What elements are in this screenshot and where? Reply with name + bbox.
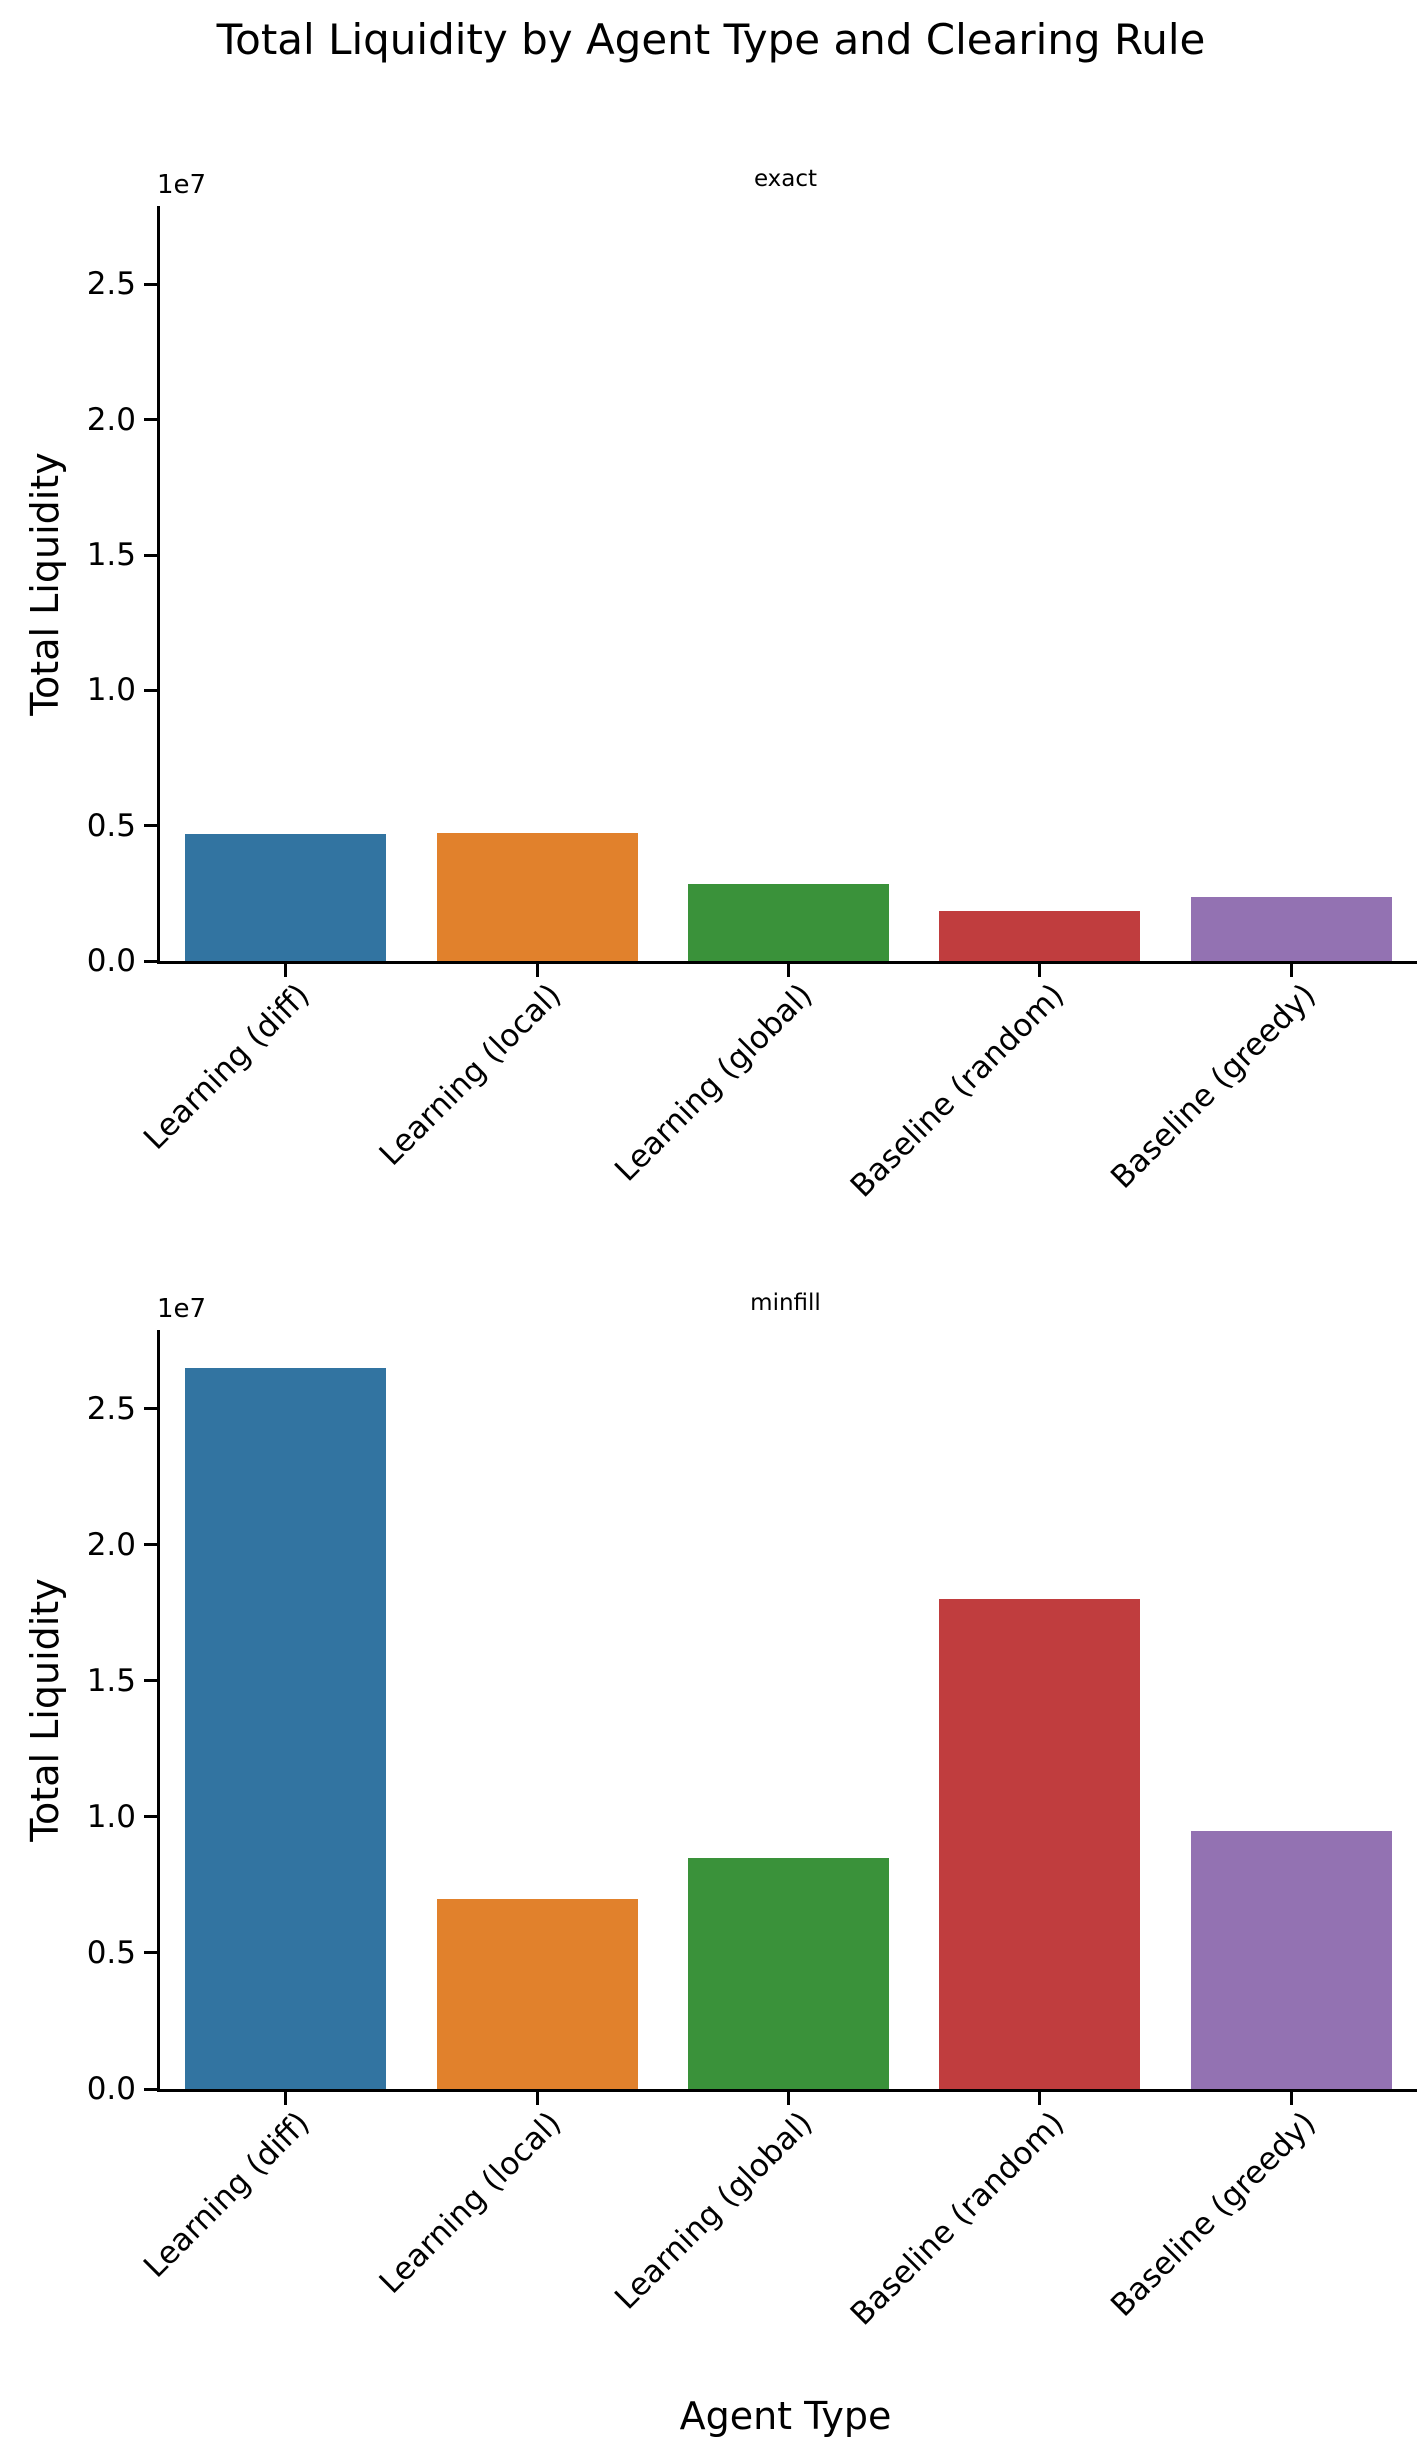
x-tick-label: Learning (diff) [137, 2105, 318, 2285]
x-tick-label: Learning (global) [608, 2105, 820, 2317]
y-tick-label: 0.0 [86, 943, 136, 979]
x-tick-mark [1038, 964, 1042, 977]
y-tick-label: 2.0 [86, 401, 136, 438]
axes-minfill: 0.0 0.5 1.0 1.5 2.0 2.5 Learning (diff) Learnin… [87, 1330, 1417, 2332]
x-axis-label: Agent Type [679, 2394, 892, 2438]
y-tick-label: 1.5 [86, 1662, 136, 1699]
x-tick-label: Baseline (greedy) [1103, 2105, 1323, 2324]
x-tick-label: Learning (global) [608, 977, 820, 1189]
x-tick-mark [1038, 2092, 1042, 2105]
bar-exact-1 [185, 833, 387, 961]
y-tick-mark [144, 824, 157, 828]
x-tick-mark [284, 2092, 288, 2105]
x-tick-label: Learning (local) [372, 977, 569, 1173]
bar-minfill-5 [1190, 1830, 1392, 2089]
x-tick-mark [787, 964, 790, 977]
x-tick-mark [284, 964, 288, 977]
y-tick-label: 2.0 [86, 1526, 136, 1563]
subplot-title-minfill: minfill [750, 1290, 821, 1316]
bar-minfill-3 [687, 1857, 890, 2089]
bar-minfill-2 [436, 1898, 638, 2089]
y-tick-label: 2.5 [86, 266, 136, 303]
subplot-title-exact: exact [753, 166, 818, 192]
x-tick-label: Learning (diff) [137, 977, 318, 1157]
y-axis-label-minfill: Total Liquidity [23, 1577, 67, 1842]
y-tick-mark [144, 1815, 157, 1819]
y-tick-label: 1.5 [86, 537, 136, 574]
y-tick-label: 0.5 [86, 807, 136, 844]
y-tick-mark [144, 282, 157, 286]
y-tick-label: 2.5 [86, 1390, 136, 1427]
x-tick-mark [787, 2092, 790, 2105]
figure-title: Total Liquidity by Agent Type and Cleari… [216, 15, 1206, 64]
y-tick-label: 0.5 [86, 1934, 136, 1971]
y-tick-mark [144, 1679, 157, 1683]
x-tick-mark [1289, 964, 1293, 977]
bar-minfill-4 [939, 1599, 1141, 2089]
bar-exact-3 [687, 883, 890, 961]
y-tick-mark [144, 959, 157, 963]
bar-minfill-1 [185, 1368, 387, 2089]
bar-exact-4 [939, 910, 1141, 961]
y-tick-label: 1.0 [86, 1798, 136, 1835]
y-tick-mark [144, 1951, 157, 1955]
x-tick-label: Baseline (random) [843, 2105, 1072, 2333]
y-axis-label-exact: Total Liquidity [23, 451, 67, 716]
y-tick-mark [144, 553, 157, 557]
y-tick-mark [144, 1543, 157, 1547]
bar-exact-2 [436, 833, 638, 961]
x-tick-label: Baseline (greedy) [1103, 977, 1323, 1196]
x-tick-label: Baseline (random) [843, 977, 1072, 1205]
y-tick-mark [144, 418, 157, 422]
y-axis-offset-label-minfill: 1e7 [157, 1294, 207, 1324]
x-tick-label: Learning (local) [372, 2105, 569, 2301]
y-tick-mark [144, 688, 157, 692]
bar-exact-5 [1190, 897, 1392, 961]
x-tick-mark [535, 2092, 539, 2105]
axes-exact: 0.0 0.5 1.0 1.5 2.0 2.5 Learning (diff) Learnin… [87, 206, 1417, 1204]
y-tick-label: 1.0 [86, 672, 136, 709]
x-tick-mark [535, 964, 539, 977]
y-tick-label: 0.0 [86, 2071, 136, 2107]
x-tick-mark [1289, 2092, 1293, 2105]
y-tick-mark [144, 1407, 157, 1411]
y-axis-offset-label-exact: 1e7 [157, 170, 207, 200]
y-tick-mark [144, 2087, 157, 2091]
